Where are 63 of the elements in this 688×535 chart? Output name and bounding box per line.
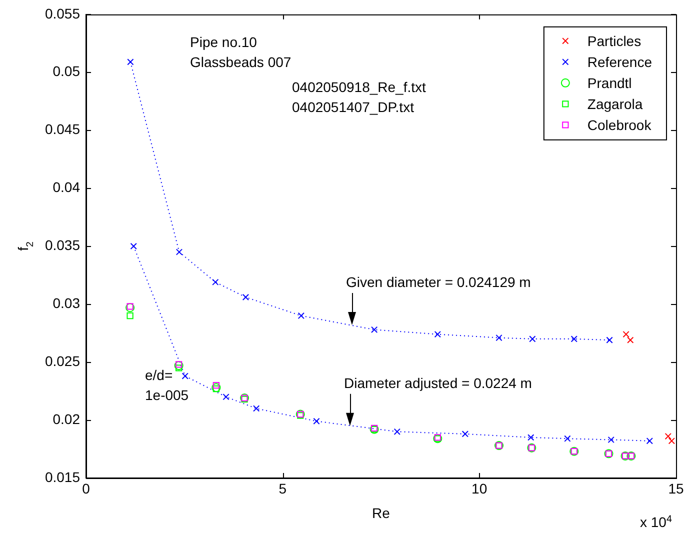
point xyxy=(174,361,184,370)
annotation: 0402050918_Re_f.txt xyxy=(292,79,426,95)
y-tick-label: 0.02 xyxy=(52,410,80,427)
legend-label: Colebrook xyxy=(587,116,652,133)
legend-label: Reference xyxy=(587,54,652,70)
point xyxy=(608,436,614,444)
y-tick-label: 0.055 xyxy=(44,5,80,22)
y-tick-label: 0.03 xyxy=(52,295,80,312)
point xyxy=(298,312,304,320)
legend-label: Particles xyxy=(587,32,642,49)
y-tick-label: 0.035 xyxy=(44,237,80,254)
annotation: 0402051407_DP.txt xyxy=(292,99,414,115)
x-tick-label: 10 xyxy=(472,480,488,496)
point xyxy=(126,312,134,320)
point xyxy=(130,242,137,250)
point xyxy=(394,428,400,435)
y-axis-title: f2 xyxy=(15,242,36,251)
point xyxy=(176,364,182,372)
annotation: Pipe no.10 xyxy=(190,34,258,50)
y-tick-label: 0.015 xyxy=(44,468,80,485)
x-tick-label: 5 xyxy=(278,480,287,496)
y-tick-label: 0.05 xyxy=(52,63,80,80)
point xyxy=(606,336,613,344)
point xyxy=(664,432,672,440)
annotation: Given diameter = 0.024129 m xyxy=(346,274,531,290)
point xyxy=(126,303,135,312)
point xyxy=(462,430,468,438)
annotation: 1e-005 xyxy=(145,387,189,403)
annotation: Diameter adjusted = 0.0224 m xyxy=(344,374,532,391)
point xyxy=(622,330,630,338)
point xyxy=(646,438,653,444)
x-axis-title: Re xyxy=(372,505,390,521)
point xyxy=(529,336,536,342)
point xyxy=(370,326,378,333)
point xyxy=(242,294,250,301)
point xyxy=(212,385,220,392)
point xyxy=(212,382,220,389)
annotation: e/d= xyxy=(145,367,173,383)
legend-label: Prandtl xyxy=(587,74,632,91)
point xyxy=(222,394,230,400)
point xyxy=(176,361,182,368)
point xyxy=(528,434,534,441)
point xyxy=(127,58,134,66)
point xyxy=(564,435,571,442)
point xyxy=(668,438,675,444)
point xyxy=(212,383,221,392)
point xyxy=(313,418,320,425)
point xyxy=(496,334,502,342)
point xyxy=(176,248,183,256)
point xyxy=(182,372,188,380)
point xyxy=(627,336,634,344)
legend-label: Zagarola xyxy=(587,96,643,112)
point xyxy=(252,405,260,412)
x-tick-label: 0 xyxy=(82,480,90,496)
annotation: Glassbeads 007 xyxy=(190,54,292,70)
point xyxy=(212,278,219,286)
y-tick-label: 0.04 xyxy=(52,179,80,196)
y-tick-label: 0.025 xyxy=(44,352,80,369)
point xyxy=(434,330,441,338)
x-tick-label: 15 xyxy=(668,480,684,496)
point xyxy=(126,303,134,310)
point xyxy=(570,336,578,342)
y-tick-label: 0.045 xyxy=(44,121,80,138)
